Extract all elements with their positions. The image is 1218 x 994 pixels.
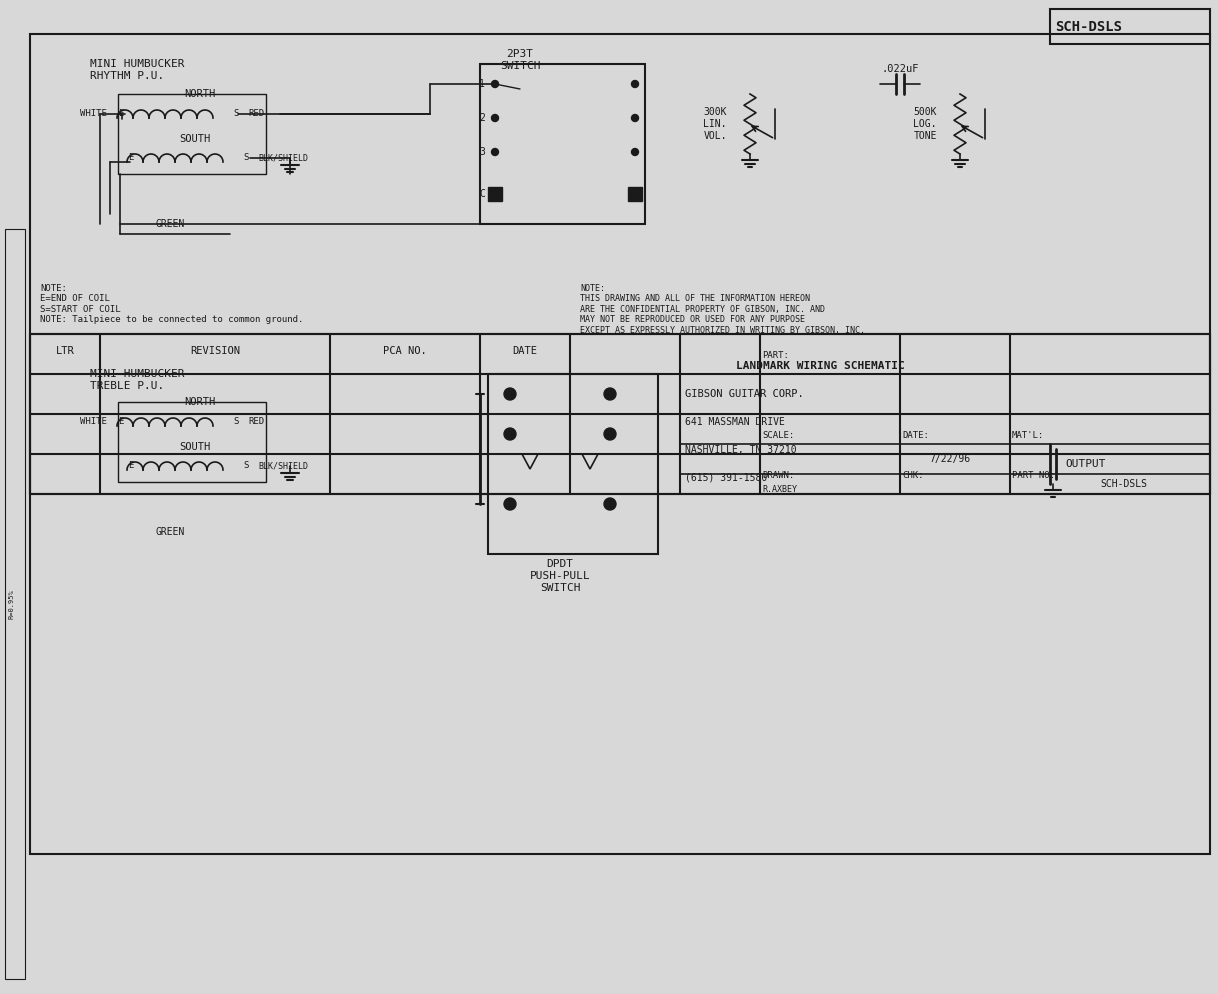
Text: R=0.95%: R=0.95%	[9, 589, 13, 619]
Text: WHITE: WHITE	[80, 417, 107, 426]
Text: MAT'L:: MAT'L:	[1012, 431, 1044, 440]
Text: PCA NO.: PCA NO.	[384, 346, 426, 356]
Text: REVISION: REVISION	[190, 346, 240, 356]
Text: TREBLE P.U.: TREBLE P.U.	[90, 381, 164, 391]
Bar	[628, 187, 642, 201]
Bar	[118, 402, 266, 482]
Text: DATE:: DATE:	[903, 431, 929, 440]
Text: 300K
LIN.
VOL.: 300K LIN. VOL.	[703, 107, 727, 140]
Circle shape	[631, 148, 638, 155]
Text: E: E	[118, 417, 123, 426]
Bar	[488, 374, 658, 554]
Text: 1: 1	[479, 79, 485, 89]
Text: .022uF: .022uF	[882, 64, 918, 74]
Text: SCH-DSLS: SCH-DSLS	[1100, 479, 1147, 489]
Text: RED: RED	[248, 417, 264, 426]
Text: MINI HUMBUCKER: MINI HUMBUCKER	[90, 59, 184, 69]
Text: 7/22/96: 7/22/96	[929, 454, 971, 464]
Text: S: S	[233, 109, 239, 118]
Text: BLK/SHIELD: BLK/SHIELD	[258, 153, 308, 162]
Text: E: E	[128, 461, 134, 470]
Text: S: S	[233, 417, 239, 426]
Text: RED: RED	[248, 109, 264, 118]
Circle shape	[631, 114, 638, 121]
Text: SCALE:: SCALE:	[762, 431, 794, 440]
Text: E: E	[128, 153, 134, 162]
Text: GREEN: GREEN	[155, 527, 184, 537]
Circle shape	[492, 148, 498, 155]
Circle shape	[604, 498, 616, 510]
Text: R.AXBEY: R.AXBEY	[762, 484, 797, 493]
Circle shape	[504, 428, 516, 440]
Text: WHITE: WHITE	[80, 109, 107, 118]
Bar	[30, 34, 1209, 854]
Bar	[480, 64, 646, 224]
Text: 3: 3	[479, 147, 485, 157]
Text: 641 MASSMAN DRIVE: 641 MASSMAN DRIVE	[685, 417, 784, 427]
Text: SWITCH: SWITCH	[540, 583, 580, 593]
Text: 2P3T: 2P3T	[507, 49, 533, 59]
Circle shape	[504, 388, 516, 400]
Text: 500K
LOG.
TONE: 500K LOG. TONE	[914, 107, 937, 140]
Text: NORTH: NORTH	[184, 397, 216, 407]
Text: PART NO:: PART NO:	[1012, 471, 1055, 480]
Text: S: S	[244, 153, 248, 162]
Bar	[1050, 9, 1209, 44]
Circle shape	[504, 498, 516, 510]
Text: S: S	[244, 461, 248, 470]
Text: CHK:: CHK:	[903, 471, 923, 480]
Text: C: C	[479, 189, 485, 199]
Text: 2: 2	[479, 113, 485, 123]
Text: GREEN: GREEN	[155, 219, 184, 229]
Circle shape	[492, 114, 498, 121]
Text: GIBSON GUITAR CORP.: GIBSON GUITAR CORP.	[685, 389, 804, 399]
Circle shape	[604, 388, 616, 400]
Bar	[5, 229, 26, 979]
Text: MINI HUMBUCKER: MINI HUMBUCKER	[90, 369, 184, 379]
Text: PART:: PART:	[762, 352, 789, 361]
Bar	[488, 187, 502, 201]
Text: LANDMARK WIRING SCHEMATIC: LANDMARK WIRING SCHEMATIC	[736, 361, 905, 371]
Bar	[118, 94, 266, 174]
Text: NORTH: NORTH	[184, 89, 216, 99]
Bar	[30, 334, 1209, 494]
Text: SWITCH: SWITCH	[499, 61, 541, 71]
Text: DPDT: DPDT	[547, 559, 574, 569]
Text: (615) 391-1580: (615) 391-1580	[685, 473, 767, 483]
Text: SCH-DSLS: SCH-DSLS	[1055, 20, 1122, 34]
Circle shape	[492, 81, 498, 87]
Text: LTR: LTR	[56, 346, 74, 356]
Text: DRAWN:: DRAWN:	[762, 471, 794, 480]
Text: RHYTHM P.U.: RHYTHM P.U.	[90, 71, 164, 81]
Text: E: E	[118, 109, 123, 118]
Circle shape	[604, 428, 616, 440]
Text: NASHVILLE, TN 37210: NASHVILLE, TN 37210	[685, 445, 797, 455]
Text: SOUTH: SOUTH	[179, 442, 211, 452]
Text: NOTE:
E=END OF COIL
S=START OF COIL
NOTE: Tailpiece to be connected to common gr: NOTE: E=END OF COIL S=START OF COIL NOTE…	[40, 284, 303, 324]
Text: BLK/SHIELD: BLK/SHIELD	[258, 461, 308, 470]
Text: NOTE:
THIS DRAWING AND ALL OF THE INFORMATION HEREON
ARE THE CONFIDENTIAL PROPER: NOTE: THIS DRAWING AND ALL OF THE INFORM…	[580, 284, 865, 335]
Text: OUTPUT: OUTPUT	[1065, 459, 1106, 469]
Text: DATE: DATE	[513, 346, 537, 356]
Circle shape	[631, 81, 638, 87]
Text: PUSH-PULL: PUSH-PULL	[530, 571, 591, 581]
Text: SOUTH: SOUTH	[179, 134, 211, 144]
